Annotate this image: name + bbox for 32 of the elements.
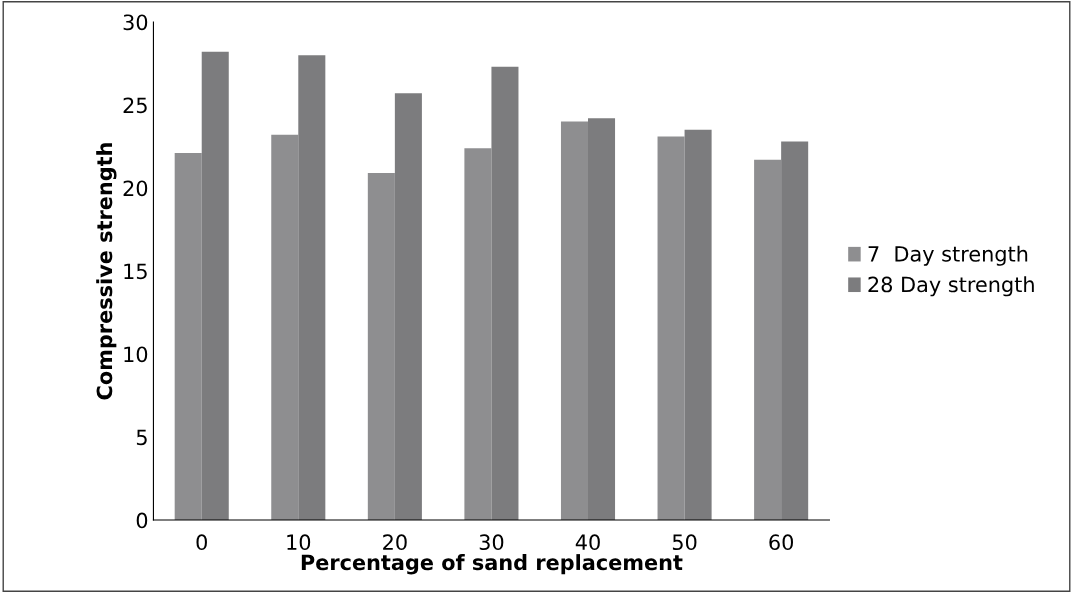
x-tick-label: 50 [672, 534, 697, 551]
bar [298, 55, 326, 521]
y-tick-label: 0 [136, 512, 148, 529]
legend-label: 28 Day strength [868, 276, 1034, 297]
bar [464, 148, 492, 521]
y-tick-label: 5 [136, 429, 147, 446]
y-tick-label: 20 [123, 180, 148, 197]
y-tick-label: 30 [123, 14, 148, 31]
y-axis-title: Compressive strength [96, 143, 117, 400]
x-tick-label: 30 [479, 534, 504, 551]
bar [491, 66, 519, 521]
x-tick-label: 40 [575, 534, 600, 551]
bar [781, 141, 809, 521]
x-tick-label: 10 [287, 534, 311, 551]
y-tick-label: 15 [124, 263, 147, 280]
bar [201, 51, 229, 521]
y-tick-label: 10 [124, 346, 148, 363]
bar [560, 121, 588, 521]
x-tick-label: 0 [196, 534, 207, 551]
bar [271, 134, 299, 521]
x-tick-label: 20 [383, 534, 407, 551]
x-axis-title: Percentage of sand replacement [301, 554, 683, 575]
bar [684, 129, 712, 521]
bar [657, 136, 685, 521]
bar [754, 159, 782, 521]
x-tick-label: 60 [769, 534, 794, 551]
bar [367, 173, 395, 521]
legend-label: 7 Day strength [868, 245, 1028, 266]
bar [588, 118, 616, 521]
bar [174, 153, 202, 521]
bar [394, 93, 422, 521]
y-tick-label: 25 [123, 97, 147, 114]
